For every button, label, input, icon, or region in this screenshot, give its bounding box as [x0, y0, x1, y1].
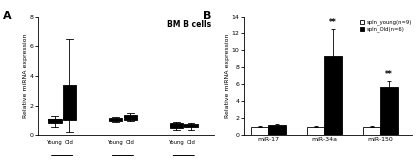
Text: BM B cells: BM B cells	[167, 20, 211, 29]
Legend: spln_young(n=9), spln_Old(n=6): spln_young(n=9), spln_Old(n=6)	[359, 19, 412, 33]
Y-axis label: Relative miRNA expression: Relative miRNA expression	[23, 34, 28, 118]
Bar	[268, 125, 286, 135]
Text: B: B	[203, 11, 212, 21]
Text: Young: Young	[168, 140, 184, 145]
Bar	[325, 56, 342, 135]
Bar	[307, 127, 325, 135]
PathPatch shape	[109, 118, 122, 121]
PathPatch shape	[48, 119, 61, 123]
Y-axis label: Relative miRNA expression: Relative miRNA expression	[225, 34, 230, 118]
PathPatch shape	[184, 124, 198, 127]
Text: Old: Old	[186, 140, 196, 145]
PathPatch shape	[63, 85, 76, 120]
Text: **: **	[329, 18, 337, 27]
Text: Old: Old	[65, 140, 74, 145]
PathPatch shape	[123, 115, 137, 120]
PathPatch shape	[170, 123, 183, 128]
Bar	[381, 87, 398, 135]
Bar	[251, 127, 268, 135]
Bar	[363, 127, 381, 135]
Text: Old: Old	[126, 140, 135, 145]
Text: **: **	[385, 70, 393, 79]
Text: A: A	[3, 11, 11, 21]
Text: Young: Young	[47, 140, 63, 145]
Text: Young: Young	[108, 140, 123, 145]
